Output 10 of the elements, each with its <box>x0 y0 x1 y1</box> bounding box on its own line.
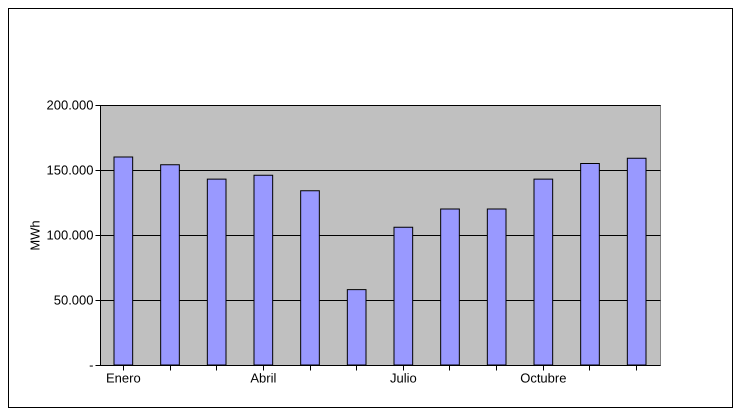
x-tick-label: Abril <box>250 370 276 386</box>
y-tick-label: 200.000 <box>46 98 94 112</box>
y-tick-label: 150.000 <box>46 162 94 178</box>
x-tick-label: Enero <box>106 370 141 386</box>
y-tick-label: 100.000 <box>46 228 94 242</box>
y-tick-label: - <box>89 358 94 372</box>
y-axis-title: MWh <box>28 220 43 251</box>
x-tick-label: Octubre <box>520 370 566 386</box>
x-tick-label: Julio <box>390 370 417 386</box>
y-tick-label: 50.000 <box>54 292 94 308</box>
